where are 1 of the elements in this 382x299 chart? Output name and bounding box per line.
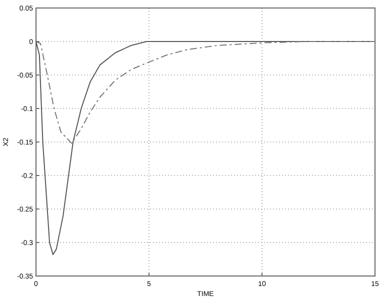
line-series xyxy=(36,41,376,144)
